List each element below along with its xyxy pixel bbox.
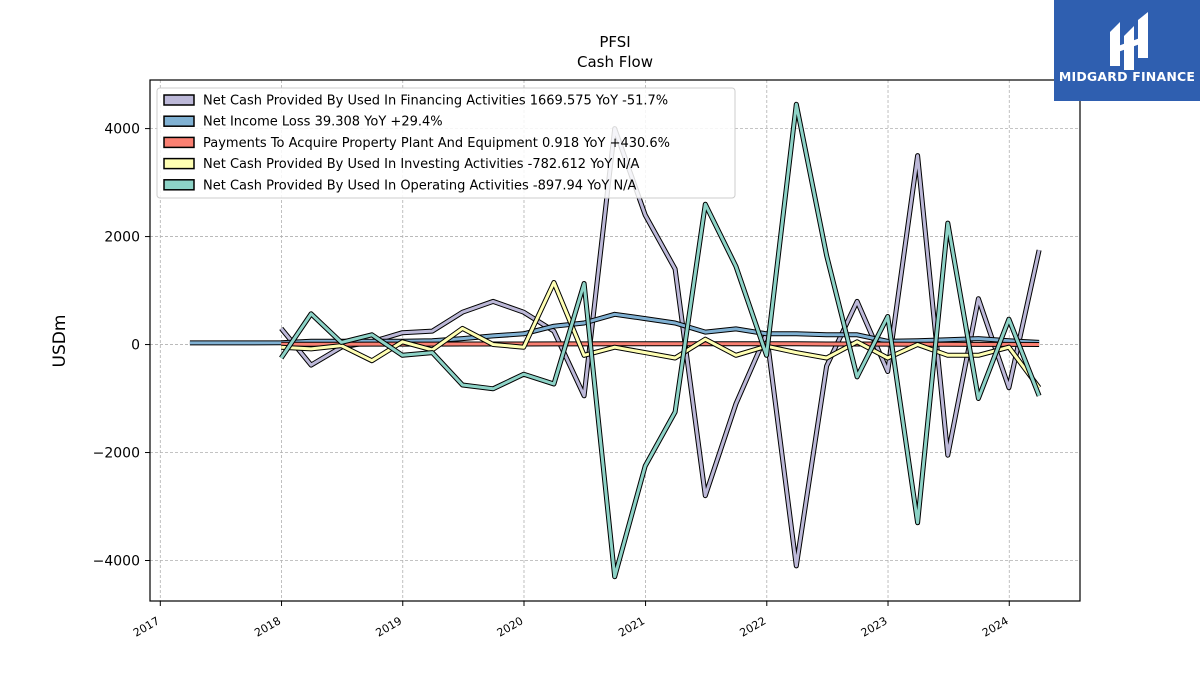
y-tick-label: 0 — [131, 338, 140, 354]
x-tick-label: 2022 — [738, 614, 769, 639]
series-0-line — [280, 127, 1041, 568]
legend-label-1: Net Income Loss 39.308 YoY +29.4% — [203, 115, 443, 130]
legend-swatch-2 — [163, 136, 195, 149]
legend-label-3: Net Cash Provided By Used In Investing A… — [203, 157, 640, 172]
legend-swatch-1 — [163, 115, 195, 127]
legend-label-2: Payments To Acquire Property Plant And E… — [203, 136, 670, 151]
legend-label-4: Net Cash Provided By Used In Operating A… — [203, 178, 637, 193]
y-axis-label: USDm — [50, 315, 70, 368]
y-tick-label: −2000 — [93, 446, 140, 462]
midgard-logo-icon — [1110, 12, 1148, 70]
legend-box — [156, 87, 736, 199]
axis-ticks: −4000 −2000 0 2000 4000 2017 2018 2019 2020 2021 2… — [93, 122, 1011, 640]
x-tick-label: 2017 — [131, 614, 162, 639]
chart-title: PFSI — [599, 33, 630, 51]
midgard-finance-logo: MIDGARD FINANCE — [1054, 0, 1200, 101]
x-tick-label: 2024 — [980, 614, 1011, 639]
x-tick-label: 2018 — [252, 614, 283, 639]
plot-frame — [149, 79, 1081, 602]
x-tick-label: 2020 — [495, 614, 526, 639]
series-1-line — [189, 312, 1040, 345]
series-layer — [189, 101, 1042, 580]
x-tick-label: 2019 — [374, 614, 405, 639]
logo-brand-text: MIDGARD FINANCE — [1058, 69, 1196, 84]
y-tick-label: −4000 — [93, 554, 140, 570]
legend-swatch-0 — [163, 94, 195, 106]
series-4-line — [279, 102, 1041, 579]
y-tick-label: 4000 — [104, 122, 140, 138]
legend: Net Cash Provided By Used In Financing A… — [156, 87, 736, 199]
y-tick-label: 2000 — [104, 230, 140, 246]
legend-swatch-3 — [163, 157, 195, 170]
series-3-line — [281, 281, 1041, 389]
x-tick-label: 2021 — [616, 614, 647, 639]
chart-subtitle: Cash Flow — [577, 53, 653, 71]
legend-label-0: Net Cash Provided By Used In Financing A… — [203, 94, 668, 109]
legend-swatch-4 — [163, 179, 195, 191]
x-tick-label: 2023 — [859, 614, 890, 639]
